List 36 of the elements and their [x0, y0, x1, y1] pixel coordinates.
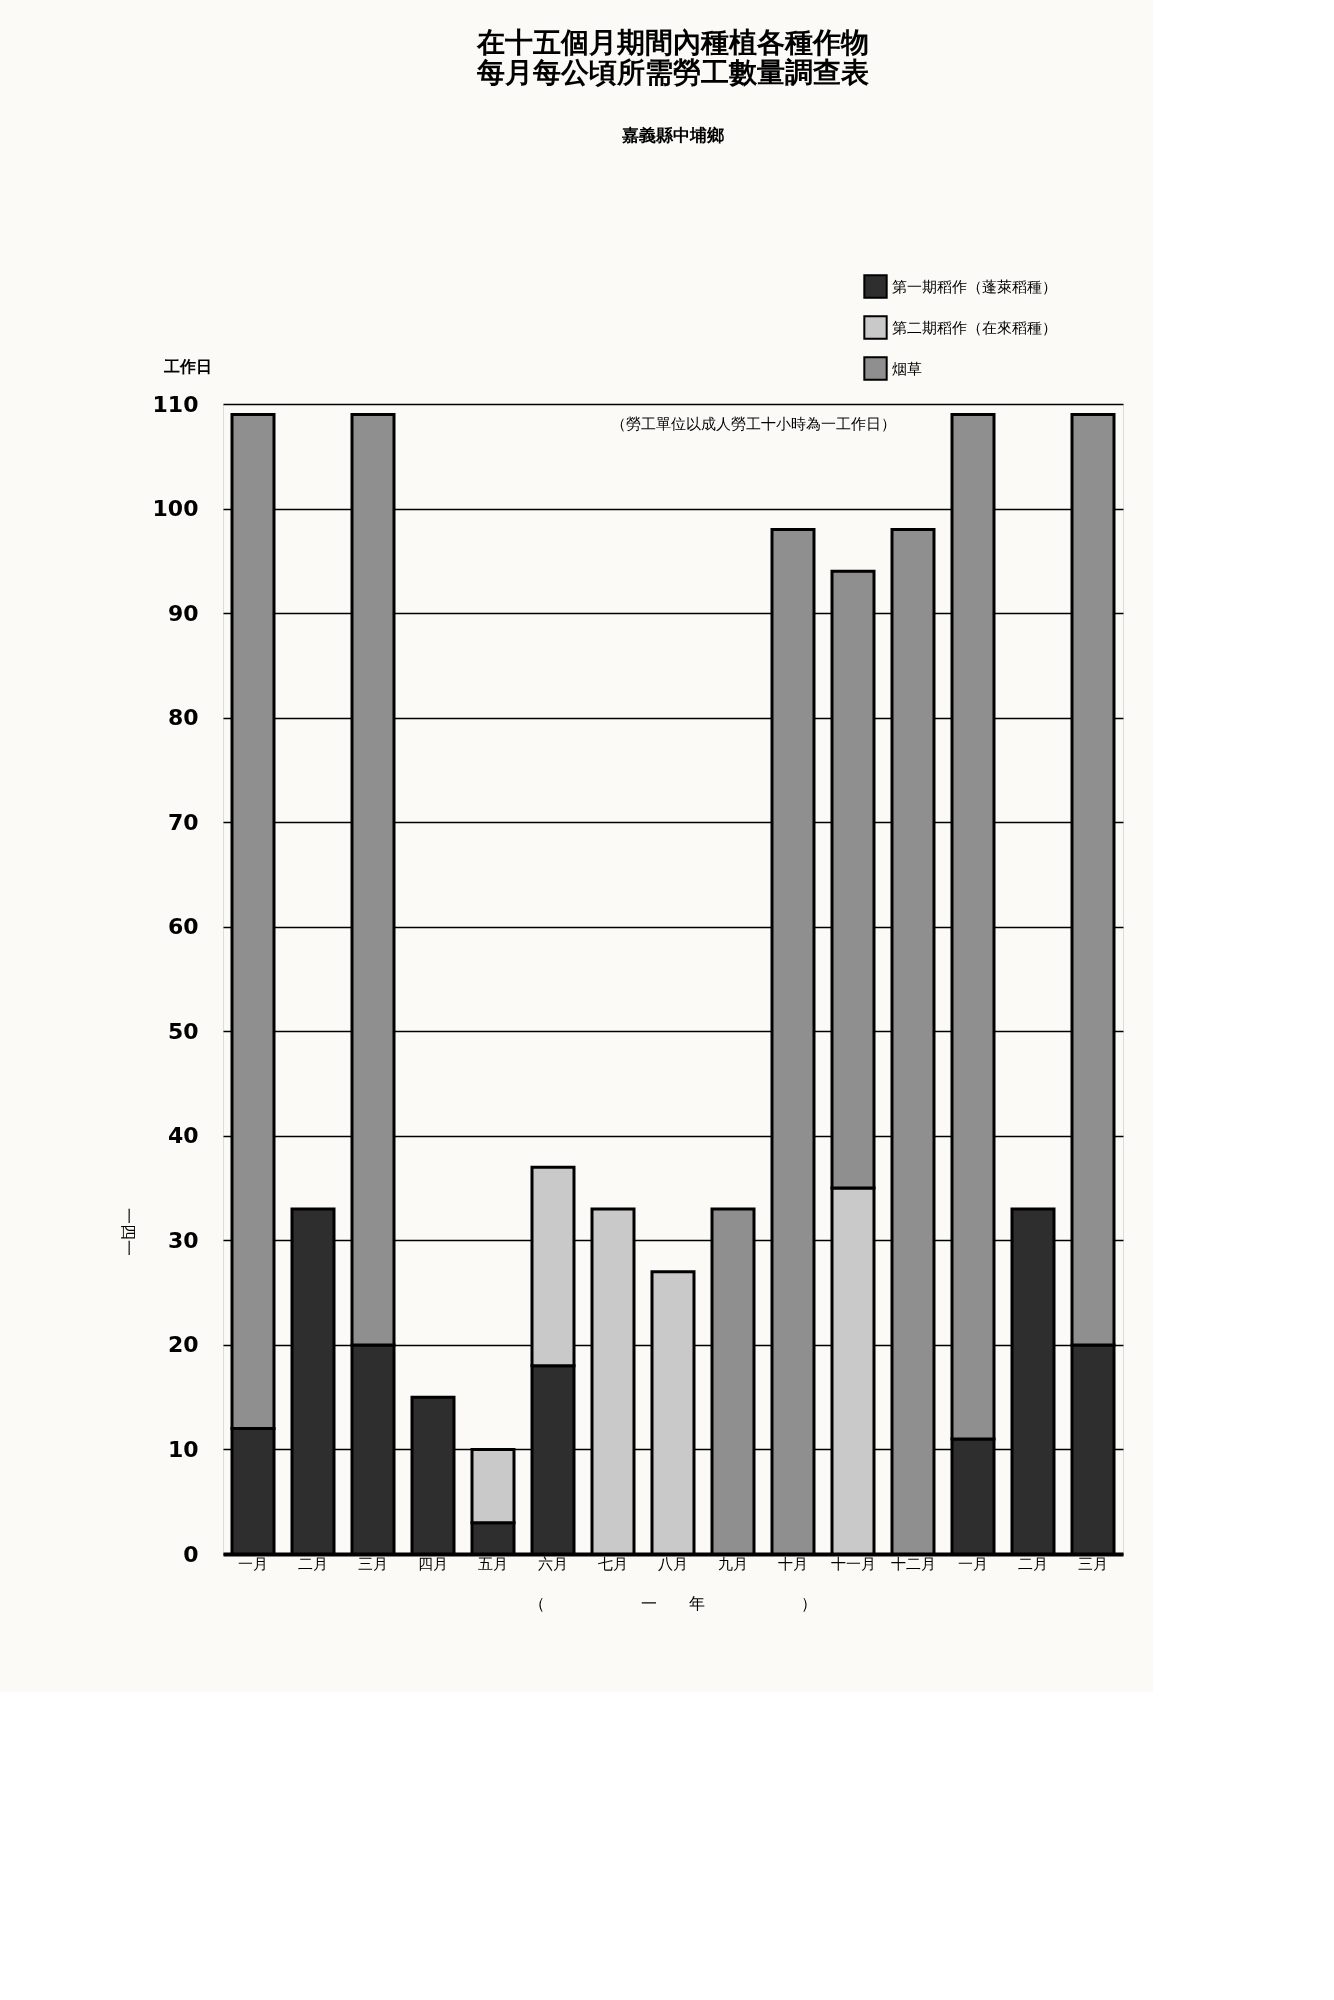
y-tick-label: 10 [167, 1436, 199, 1462]
x-tick-label: 五月 [478, 1554, 508, 1573]
y-tick-label: 0 [183, 1541, 199, 1567]
x-tick-label: 四月 [418, 1554, 448, 1573]
legend-label: 第一期稻作（蓬萊稻種） [892, 277, 1057, 296]
text: 一四一 [119, 1208, 138, 1256]
x-tick-label: 二月 [298, 1554, 328, 1573]
x-tick-label: 一月 [958, 1554, 988, 1573]
x-tick-label: 九月 [718, 1554, 748, 1573]
y-tick-label: 20 [167, 1332, 199, 1358]
x-tick-label: 八月 [658, 1554, 688, 1573]
y-tick-label: 30 [167, 1227, 199, 1253]
y-tick-label: 100 [152, 496, 199, 522]
y-tick-label: 50 [167, 1018, 199, 1044]
y-tick-label: 110 [152, 391, 199, 417]
y-tick-label: 90 [167, 600, 199, 626]
chart-title: 在十五個月期間內種植各種作物每月每公頃所需勞工數量調查表 [476, 26, 869, 89]
annotation: （勞工單位以成人勞工十小時為一工作日） [610, 415, 896, 433]
x-tick-label: 七月 [598, 1554, 628, 1573]
y-tick-label: 70 [167, 809, 199, 835]
x-tick-label: 二月 [1018, 1554, 1048, 1573]
y-tick-label: 60 [167, 914, 199, 940]
y-tick-label: 80 [167, 705, 199, 731]
y-tick-label: 40 [167, 1123, 199, 1149]
x-tick-label: 十月 [778, 1554, 808, 1573]
x-tick-label: 一月 [238, 1554, 268, 1573]
x-tick-label: 六月 [538, 1554, 568, 1573]
x-tick-label: 三月 [1078, 1554, 1108, 1573]
y-axis-title: 工作日 [162, 356, 212, 376]
chart-subtitle: 嘉義縣中埔鄉 [622, 125, 724, 145]
text: （ 一 年 ） [529, 1594, 817, 1613]
legend-label: 第二期稻作（在來稻種） [892, 318, 1057, 337]
x-tick-label: 十一月 [830, 1554, 876, 1573]
x-tick-label: 三月 [358, 1554, 388, 1573]
legend-label: 烟草 [892, 359, 922, 378]
x-tick-label: 十二月 [890, 1554, 936, 1573]
